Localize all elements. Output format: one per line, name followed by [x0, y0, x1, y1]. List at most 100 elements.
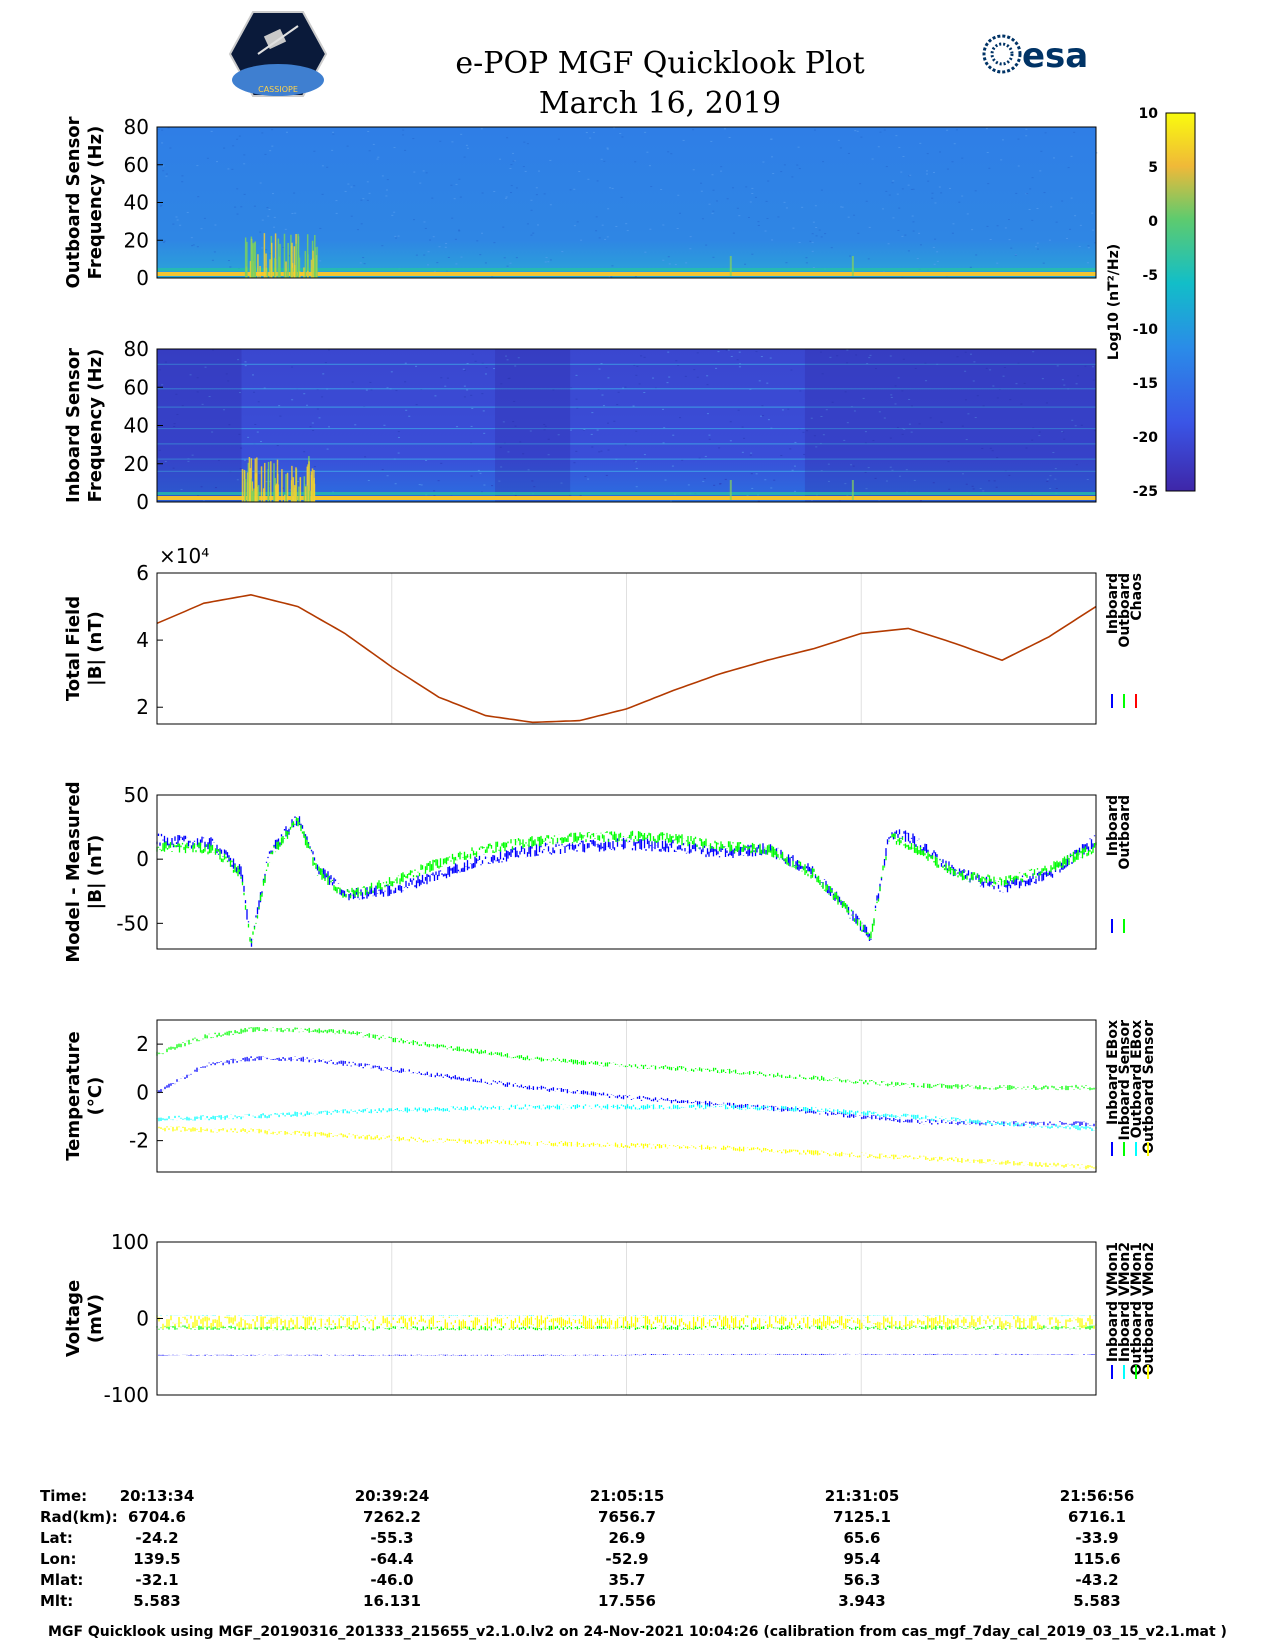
noise-speck	[1044, 132, 1047, 134]
burst-streak	[293, 246, 296, 278]
noise-speck	[865, 488, 868, 490]
noise-speck	[578, 170, 581, 172]
noise-speck	[445, 243, 448, 245]
legend-label: Outboard Sensor	[1141, 1020, 1157, 1154]
noise-speck	[864, 442, 867, 444]
burst-streak	[304, 486, 307, 502]
title-line-1: e-POP MGF Quicklook Plot	[455, 46, 865, 81]
noise-speck	[896, 193, 899, 195]
noise-speck	[867, 258, 870, 260]
noise-speck	[303, 393, 306, 395]
burst-streak	[306, 485, 308, 502]
noise-speck	[1002, 375, 1005, 377]
burst-streak	[251, 243, 254, 278]
noise-speck	[806, 430, 809, 432]
noise-speck	[757, 500, 760, 502]
noise-speck	[433, 271, 436, 273]
y-tick-label: 40	[124, 191, 149, 215]
noise-speck	[227, 380, 230, 382]
noise-speck	[238, 433, 241, 435]
noise-speck	[523, 141, 526, 143]
burst-streak	[303, 476, 306, 502]
burst-streak	[285, 261, 287, 278]
noise-speck	[600, 158, 603, 160]
noise-speck	[712, 189, 715, 191]
noise-speck	[749, 454, 752, 456]
noise-speck	[927, 180, 930, 182]
noise-speck	[266, 207, 269, 209]
noise-speck	[306, 404, 309, 406]
burst-streak	[308, 461, 310, 502]
noise-speck	[159, 205, 162, 207]
noise-speck	[165, 175, 168, 177]
noise-speck	[236, 213, 239, 215]
noise-speck	[498, 480, 501, 482]
y-axis-label-line-1: Voltage	[63, 1280, 84, 1357]
noise-speck	[530, 234, 533, 236]
noise-speck	[837, 139, 840, 141]
legend-label: Chaos	[1129, 573, 1145, 621]
burst-streak	[307, 254, 309, 278]
noise-speck	[212, 349, 215, 351]
burst-streak	[247, 462, 250, 502]
noise-speck	[666, 382, 669, 384]
noise-speck	[700, 182, 703, 184]
noise-speck	[381, 469, 384, 471]
noise-speck	[882, 208, 885, 210]
noise-speck	[257, 401, 260, 403]
noise-speck	[844, 483, 847, 485]
y-tick-label: -100	[104, 1383, 149, 1407]
noise-speck	[925, 380, 928, 382]
legend-label: Inboard EBox	[1105, 1020, 1121, 1125]
noise-speck	[885, 190, 888, 192]
noise-speck	[989, 369, 992, 371]
noise-speck	[626, 230, 629, 232]
noise-speck	[362, 198, 365, 200]
noise-speck	[236, 188, 239, 190]
noise-speck	[236, 138, 239, 140]
noise-speck	[360, 199, 363, 201]
burst-streak	[298, 486, 300, 502]
noise-speck	[364, 456, 367, 458]
noise-speck	[619, 132, 622, 134]
burst-streak	[263, 233, 266, 278]
noise-speck	[202, 499, 205, 501]
noise-speck	[1070, 197, 1073, 199]
burst-streak	[851, 256, 854, 276]
noise-speck	[712, 256, 715, 258]
ephemeris-value: 21:56:56	[1059, 1487, 1135, 1505]
ephemeris-row: Lat: -24.2 -55.3 26.9 65.6 -33.9	[40, 1529, 1220, 1550]
y-axis-label-line-2: Frequency (Hz)	[85, 349, 106, 503]
noise-speck	[796, 164, 799, 166]
noise-speck	[1063, 438, 1066, 440]
noise-speck	[569, 189, 572, 191]
noise-speck	[1023, 382, 1026, 384]
noise-speck	[549, 259, 552, 261]
noise-speck	[952, 223, 955, 225]
noise-speck	[363, 263, 366, 265]
noise-speck	[458, 178, 461, 180]
noise-speck	[479, 472, 482, 474]
y-axis-label-line-1: Total Field	[63, 596, 84, 701]
noise-speck	[426, 264, 429, 266]
noise-speck	[1020, 228, 1023, 230]
noise-speck	[506, 359, 509, 361]
noise-speck	[1087, 245, 1090, 247]
ephemeris-table: Time: 20:13:34 20:39:24 21:05:15 21:31:05 21:…	[40, 1487, 1220, 1613]
noise-speck	[940, 421, 943, 423]
noise-speck	[335, 212, 338, 214]
noise-speck	[422, 170, 425, 172]
noise-speck	[741, 426, 744, 428]
ephemeris-value: 17.556	[598, 1592, 656, 1610]
noise-speck	[579, 494, 582, 496]
noise-speck	[891, 469, 894, 471]
burst-streak	[312, 250, 314, 278]
noise-speck	[769, 357, 772, 359]
noise-speck	[1073, 131, 1076, 133]
burst-streak	[293, 265, 296, 278]
noise-speck	[397, 436, 400, 438]
noise-speck	[888, 194, 891, 196]
noise-speck	[815, 235, 818, 237]
noise-speck	[549, 204, 552, 206]
noise-speck	[633, 364, 636, 366]
